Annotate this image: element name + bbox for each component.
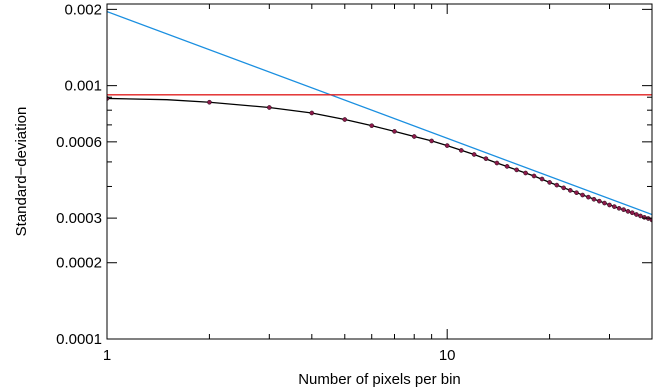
plot-frame (106, 3, 653, 340)
data-point (411, 134, 417, 139)
data-point (561, 185, 566, 191)
data-point (602, 200, 607, 206)
y-axis-label: Standard−deviation (13, 107, 30, 237)
data-point (634, 212, 639, 217)
series-line-0 (107, 10, 652, 216)
data-point (612, 204, 617, 209)
data-point (471, 152, 477, 157)
data-point (531, 173, 537, 179)
data-point (567, 188, 573, 193)
data-point (554, 182, 560, 188)
data-point (342, 117, 348, 122)
series-line-2 (107, 97, 652, 221)
data-point (621, 207, 626, 212)
data-point (607, 202, 612, 208)
data-point (483, 156, 489, 161)
data-point (494, 160, 500, 166)
x-tick-label: 1 (103, 347, 111, 364)
data-point (642, 215, 647, 220)
y-tick-label: 0.0001 (56, 331, 102, 348)
label-layer: 1 10 0.0001 0.0002 0.0003 0.0006 0.001 0.002 (56, 1, 455, 364)
data-point (309, 110, 315, 116)
data-point (616, 205, 622, 211)
y-tick-label: 0.0002 (56, 255, 102, 272)
data-point (207, 99, 212, 105)
data-point (429, 138, 434, 144)
x-axis-label: Number of pixels per bin (298, 371, 461, 388)
data-point (523, 170, 528, 176)
y-tick-label: 0.0006 (56, 134, 102, 151)
data-point (539, 176, 545, 182)
data-point (629, 210, 635, 216)
x-tick-label: 10 (439, 347, 456, 364)
data-point (586, 194, 591, 200)
data-point (392, 129, 397, 134)
y-tick-label: 0.002 (64, 1, 102, 18)
series-layer (107, 10, 652, 223)
data-point (580, 192, 585, 198)
data-point (649, 217, 652, 223)
data-point (504, 164, 510, 169)
data-point (597, 198, 602, 204)
tick-layer (106, 4, 653, 340)
data-point (458, 148, 464, 153)
data-point (547, 180, 552, 185)
data-point (574, 190, 579, 195)
data-point (369, 123, 375, 128)
data-point (591, 196, 597, 202)
data-point (514, 167, 519, 173)
data-point (444, 143, 450, 148)
data-point (625, 209, 631, 214)
data-point (638, 213, 643, 219)
y-tick-label: 0.001 (64, 78, 102, 95)
y-tick-label: 0.0003 (56, 210, 102, 227)
data-point (267, 105, 272, 110)
